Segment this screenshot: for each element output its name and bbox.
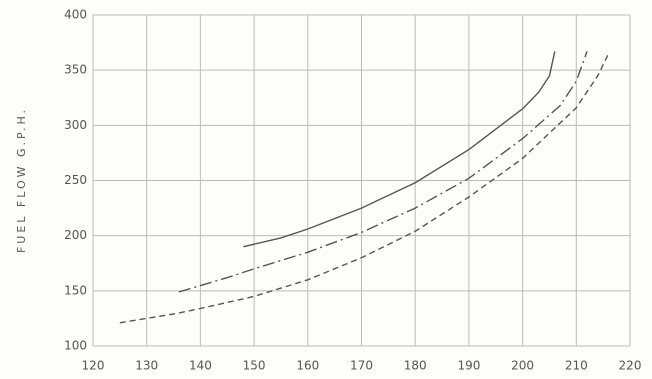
y-tick-label: 400: [64, 8, 87, 22]
series-line: [119, 53, 610, 324]
y-tick-label: 200: [64, 228, 87, 242]
x-tick-label: 130: [135, 359, 158, 373]
x-tick-label: 200: [511, 359, 534, 373]
y-tick-label: 350: [64, 63, 87, 77]
x-tick-label: 150: [243, 359, 266, 373]
x-tick-label: 210: [565, 359, 588, 373]
x-tick-label: 220: [619, 359, 642, 373]
x-tick-label: 180: [404, 359, 427, 373]
y-tick-label: 250: [64, 173, 87, 187]
series-line: [243, 51, 556, 248]
y-tick-label: 100: [64, 339, 87, 353]
series-line: [178, 51, 588, 293]
x-tick-label: 170: [350, 359, 373, 373]
x-tick-label: 120: [82, 359, 105, 373]
y-axis-label: FUEL FLOW G.P.H.: [15, 107, 28, 253]
x-tick-label: 140: [189, 359, 212, 373]
y-tick-label: 300: [64, 118, 87, 132]
x-tick-label: 160: [296, 359, 319, 373]
y-tick-label: 150: [64, 283, 87, 297]
x-tick-label: 190: [457, 359, 480, 373]
